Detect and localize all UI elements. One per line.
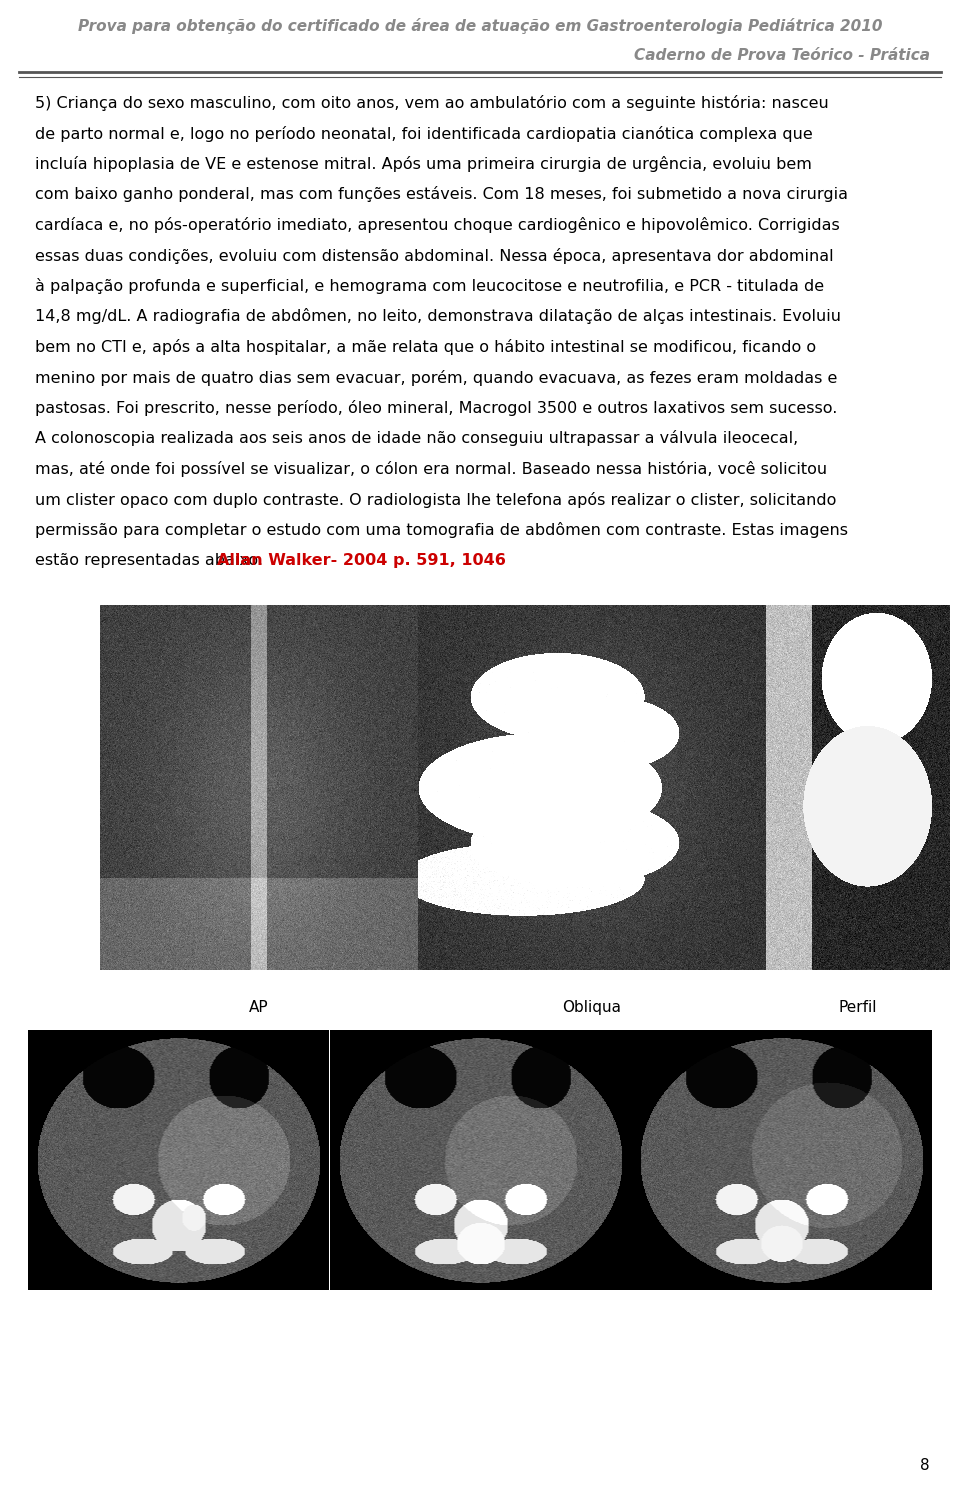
Text: menino por mais de quatro dias sem evacuar, porém, quando evacuava, as fezes era: menino por mais de quatro dias sem evacu… [35, 369, 837, 385]
Text: essas duas condições, evoluiu com distensão abdominal. Nessa época, apresentava : essas duas condições, evoluiu com disten… [35, 248, 833, 263]
Text: Perfil: Perfil [839, 1000, 877, 1015]
Text: mas, até onde foi possível se visualizar, o cólon era normal. Baseado nessa hist: mas, até onde foi possível se visualizar… [35, 461, 828, 476]
Text: pastosas. Foi prescrito, nesse período, óleo mineral, Macrogol 3500 e outros lax: pastosas. Foi prescrito, nesse período, … [35, 400, 837, 417]
Text: permissão para completar o estudo com uma tomografia de abdômen com contraste. E: permissão para completar o estudo com um… [35, 523, 848, 537]
Text: cardíaca e, no pós-operatório imediato, apresentou choque cardiogênico e hipovol: cardíaca e, no pós-operatório imediato, … [35, 216, 840, 233]
Text: à palpação profunda e superficial, e hemograma com leucocitose e neutrofilia, e : à palpação profunda e superficial, e hem… [35, 278, 824, 294]
Text: AP: AP [250, 1000, 269, 1015]
Text: estão representadas abaixo.: estão representadas abaixo. [35, 552, 268, 567]
Text: Obliqua: Obliqua [563, 1000, 621, 1015]
Text: de parto normal e, logo no período neonatal, foi identificada cardiopatia cianót: de parto normal e, logo no período neona… [35, 125, 813, 142]
Text: 8: 8 [921, 1459, 930, 1474]
Text: Allan Walker- 2004 p. 591, 1046: Allan Walker- 2004 p. 591, 1046 [217, 552, 506, 567]
Text: com baixo ganho ponderal, mas com funções estáveis. Com 18 meses, foi submetido : com baixo ganho ponderal, mas com funçõe… [35, 187, 848, 203]
Text: um clister opaco com duplo contraste. O radiologista lhe telefona após realizar : um clister opaco com duplo contraste. O … [35, 491, 836, 508]
Text: bem no CTI e, após a alta hospitalar, a mãe relata que o hábito intestinal se mo: bem no CTI e, após a alta hospitalar, a … [35, 339, 816, 355]
Text: 5) Criança do sexo masculino, com oito anos, vem ao ambulatório com a seguinte h: 5) Criança do sexo masculino, com oito a… [35, 96, 828, 110]
Text: incluía hipoplasia de VE e estenose mitral. Após uma primeira cirurgia de urgênc: incluía hipoplasia de VE e estenose mitr… [35, 155, 812, 172]
Text: 14,8 mg/dL. A radiografia de abdômen, no leito, demonstrava dilatação de alças i: 14,8 mg/dL. A radiografia de abdômen, no… [35, 309, 841, 324]
Text: Caderno de Prova Teórico - Prática: Caderno de Prova Teórico - Prática [634, 48, 930, 63]
Text: A colonoscopia realizada aos seis anos de idade não conseguiu ultrapassar a válv: A colonoscopia realizada aos seis anos d… [35, 430, 799, 446]
Text: Prova para obtenção do certificado de área de atuação em Gastroenterologia Pediá: Prova para obtenção do certificado de ár… [78, 18, 882, 34]
